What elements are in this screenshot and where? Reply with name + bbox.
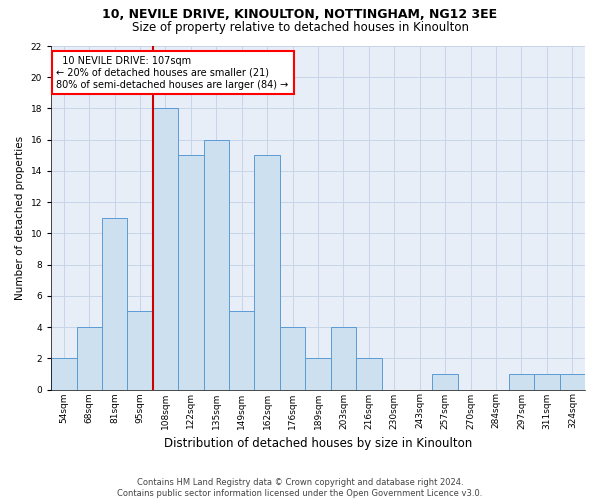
Bar [102, 218, 127, 390]
Bar [229, 312, 254, 390]
Bar [280, 327, 305, 390]
Bar [254, 156, 280, 390]
Bar [356, 358, 382, 390]
Bar [178, 156, 203, 390]
Bar [153, 108, 178, 390]
Bar [77, 327, 102, 390]
Text: 10, NEVILE DRIVE, KINOULTON, NOTTINGHAM, NG12 3EE: 10, NEVILE DRIVE, KINOULTON, NOTTINGHAM,… [103, 8, 497, 20]
Y-axis label: Number of detached properties: Number of detached properties [15, 136, 25, 300]
Bar [560, 374, 585, 390]
Text: 10 NEVILE DRIVE: 107sqm
← 20% of detached houses are smaller (21)
80% of semi-de: 10 NEVILE DRIVE: 107sqm ← 20% of detache… [56, 56, 289, 90]
Bar [331, 327, 356, 390]
Bar [127, 312, 153, 390]
Bar [305, 358, 331, 390]
Bar [509, 374, 534, 390]
Bar [203, 140, 229, 390]
Text: Size of property relative to detached houses in Kinoulton: Size of property relative to detached ho… [131, 21, 469, 34]
Bar [433, 374, 458, 390]
Bar [534, 374, 560, 390]
X-axis label: Distribution of detached houses by size in Kinoulton: Distribution of detached houses by size … [164, 437, 472, 450]
Text: Contains HM Land Registry data © Crown copyright and database right 2024.
Contai: Contains HM Land Registry data © Crown c… [118, 478, 482, 498]
Bar [51, 358, 77, 390]
